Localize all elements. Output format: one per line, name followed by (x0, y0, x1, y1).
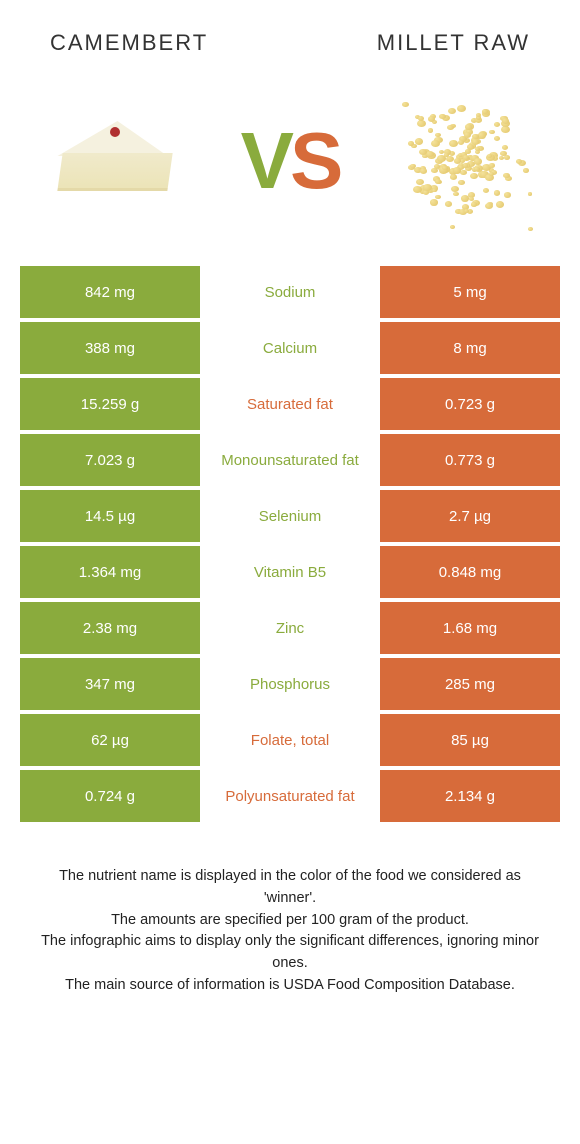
title-left: Camembert (50, 30, 208, 56)
hero-row: VS (0, 66, 580, 266)
footer-line-2: The amounts are specified per 100 gram o… (40, 910, 540, 932)
cell-right-value: 0.848 mg (380, 546, 560, 598)
title-right: Millet raw (377, 30, 530, 56)
vs-v: V (241, 116, 290, 205)
cell-right-value: 285 mg (380, 658, 560, 710)
cell-left-value: 2.38 mg (20, 602, 200, 654)
cell-nutrient-label: Folate, total (200, 714, 380, 766)
title-bar: Camembert Millet raw (0, 0, 580, 66)
footer-notes: The nutrient name is displayed in the co… (0, 826, 580, 997)
cell-nutrient-label: Sodium (200, 266, 380, 318)
cell-left-value: 388 mg (20, 322, 200, 374)
table-row: 388 mgCalcium8 mg (20, 322, 560, 374)
cell-right-value: 8 mg (380, 322, 560, 374)
cell-right-value: 0.773 g (380, 434, 560, 486)
cell-right-value: 1.68 mg (380, 602, 560, 654)
footer-line-4: The main source of information is USDA F… (40, 975, 540, 997)
nutrient-table: 842 mgSodium5 mg388 mgCalcium8 mg15.259 … (0, 266, 580, 822)
camembert-image (40, 86, 190, 236)
millet-image (390, 86, 540, 236)
cell-right-value: 2.134 g (380, 770, 560, 822)
footer-line-1: The nutrient name is displayed in the co… (40, 866, 540, 910)
cell-nutrient-label: Monounsaturated fat (200, 434, 380, 486)
cell-left-value: 15.259 g (20, 378, 200, 430)
cell-nutrient-label: Zinc (200, 602, 380, 654)
cell-right-value: 2.7 µg (380, 490, 560, 542)
cell-right-value: 5 mg (380, 266, 560, 318)
vs-s: S (290, 116, 339, 205)
cell-right-value: 0.723 g (380, 378, 560, 430)
table-row: 2.38 mgZinc1.68 mg (20, 602, 560, 654)
cell-nutrient-label: Phosphorus (200, 658, 380, 710)
cell-left-value: 1.364 mg (20, 546, 200, 598)
table-row: 14.5 µgSelenium2.7 µg (20, 490, 560, 542)
vs-label: VS (241, 121, 340, 201)
cell-left-value: 14.5 µg (20, 490, 200, 542)
cell-nutrient-label: Polyunsaturated fat (200, 770, 380, 822)
cell-left-value: 842 mg (20, 266, 200, 318)
table-row: 62 µgFolate, total85 µg (20, 714, 560, 766)
table-row: 1.364 mgVitamin B50.848 mg (20, 546, 560, 598)
cell-left-value: 62 µg (20, 714, 200, 766)
footer-line-3: The infographic aims to display only the… (40, 931, 540, 975)
table-row: 842 mgSodium5 mg (20, 266, 560, 318)
cell-left-value: 7.023 g (20, 434, 200, 486)
cell-nutrient-label: Calcium (200, 322, 380, 374)
cell-nutrient-label: Selenium (200, 490, 380, 542)
table-row: 347 mgPhosphorus285 mg (20, 658, 560, 710)
cell-nutrient-label: Saturated fat (200, 378, 380, 430)
cell-right-value: 85 µg (380, 714, 560, 766)
cell-nutrient-label: Vitamin B5 (200, 546, 380, 598)
cell-left-value: 0.724 g (20, 770, 200, 822)
table-row: 0.724 gPolyunsaturated fat2.134 g (20, 770, 560, 822)
table-row: 15.259 gSaturated fat0.723 g (20, 378, 560, 430)
table-row: 7.023 gMonounsaturated fat0.773 g (20, 434, 560, 486)
cell-left-value: 347 mg (20, 658, 200, 710)
